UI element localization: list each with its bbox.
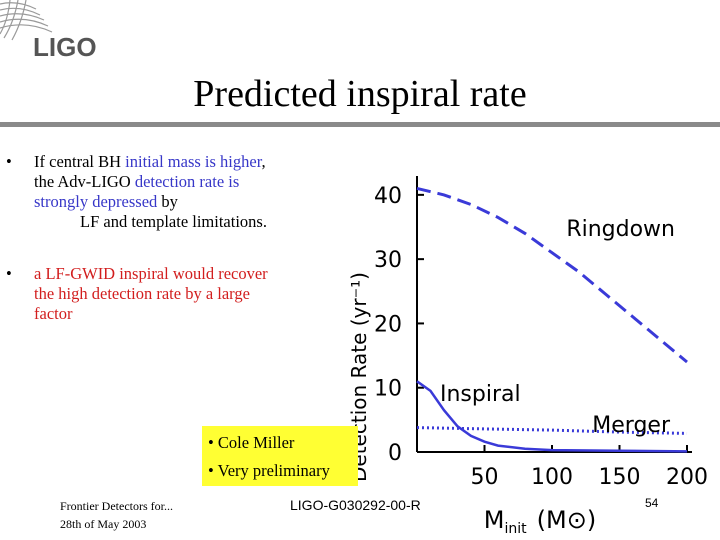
- y-tick-label: 0: [388, 441, 402, 466]
- title-divider: [0, 122, 720, 127]
- logo-arcs: [0, 0, 53, 41]
- y-tick-label: 30: [374, 248, 402, 273]
- note-line-1: • Cole Miller: [208, 433, 295, 452]
- text-segment: the Adv-LIGO: [34, 172, 135, 191]
- text-segment: ,: [261, 152, 266, 171]
- bullet-dot: •: [6, 264, 12, 283]
- y-tick-label: 20: [374, 312, 402, 337]
- x-tick-label: 50: [471, 465, 499, 490]
- bullet-2-line-3: factor: [34, 304, 73, 323]
- text-segment-highlight: detection rate is: [134, 172, 240, 191]
- note-box: • Cole Miller • Very preliminary: [202, 426, 358, 486]
- page-number: 54: [645, 496, 659, 510]
- bullet-2-line-1: a LF-GWID inspiral would recover: [34, 264, 268, 283]
- text-segment-highlight: initial mass is higher: [125, 152, 262, 171]
- ligo-logo-graphic: LIGO: [0, 0, 97, 62]
- bullet-1-line-4: LF and template limitations.: [80, 212, 267, 231]
- footer-doc-id: LIGO-G030292-00-R: [290, 497, 421, 513]
- series-label-ringdown: Ringdown: [566, 217, 675, 242]
- logo-text: LIGO: [33, 32, 97, 62]
- bullet-list: • If central BH initial mass is higher, …: [6, 152, 336, 348]
- series-line-merger: [416, 426, 688, 435]
- bullet-1: • If central BH initial mass is higher, …: [6, 152, 336, 232]
- footer-date: 28th of May 2003: [60, 517, 147, 531]
- y-tick-label: 40: [374, 184, 402, 209]
- series-line-inspiral: [416, 380, 688, 453]
- footer-event: Frontier Detectors for...: [60, 499, 173, 513]
- series-line-ringdown: [416, 186, 688, 364]
- y-tick-label: 10: [374, 377, 402, 402]
- bullet-1-line-1: If central BH initial mass is higher,: [34, 152, 336, 172]
- bullet-1-line-2: the Adv-LIGO detection rate is: [34, 172, 336, 192]
- bullet-2: • a LF-GWID inspiral would recover the h…: [6, 264, 336, 324]
- text-segment: by: [157, 192, 178, 211]
- bullet-2-line-2: the high detection rate by a large: [34, 284, 250, 303]
- footer-left: Frontier Detectors for... 28th of May 20…: [60, 497, 173, 533]
- bullet-1-line-3: strongly depressed by: [34, 192, 336, 212]
- series-label-merger: Merger: [592, 413, 671, 438]
- note-line-2: • Very preliminary: [208, 461, 330, 480]
- text-segment: If central BH: [34, 152, 126, 171]
- x-tick-label: 150: [599, 465, 641, 490]
- text-segment-highlight: strongly depressed: [34, 192, 158, 211]
- page-title: Predicted inspiral rate: [193, 73, 527, 115]
- x-tick-label: 100: [531, 465, 573, 490]
- x-axis-label: Minit (M⊙): [484, 506, 596, 537]
- series-label-inspiral: Inspiral: [440, 382, 521, 407]
- ligo-logo: LIGO: [0, 0, 130, 75]
- bullet-dot: •: [6, 152, 12, 171]
- x-tick-label: 200: [666, 465, 708, 490]
